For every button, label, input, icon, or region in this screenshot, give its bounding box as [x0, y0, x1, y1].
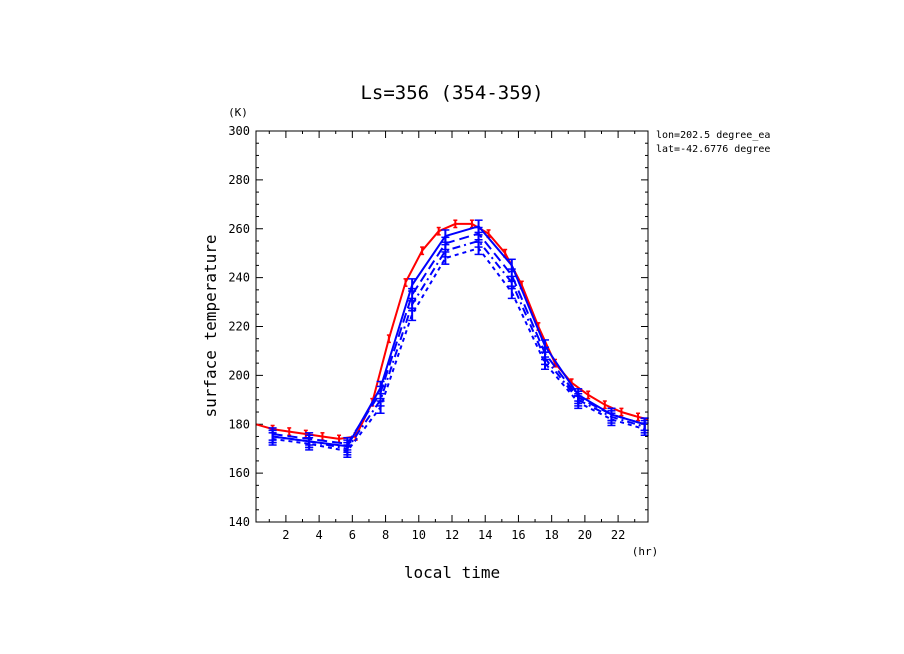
x-tick-label: 12	[445, 528, 459, 542]
series-line-4	[272, 247, 645, 453]
x-tick-label: 10	[412, 528, 426, 542]
y-tick-label: 220	[228, 320, 250, 334]
chart-title: Ls=356 (354-359)	[360, 82, 543, 104]
x-tick-label: 22	[611, 528, 625, 542]
y-tick-label: 200	[228, 368, 250, 382]
series-line-2	[272, 232, 645, 445]
x-tick-label: 8	[382, 528, 389, 542]
y-tick-label: 160	[228, 466, 250, 480]
y-axis-label: surface temperature	[201, 234, 220, 417]
y-tick-label: 240	[228, 271, 250, 285]
annotation-lon: lon=202.5 degree_ea	[656, 130, 770, 141]
series-line-3	[272, 240, 645, 450]
x-tick-label: 18	[544, 528, 558, 542]
y-tick-label: 180	[228, 417, 250, 431]
y-tick-label: 260	[228, 222, 250, 236]
x-tick-label: 6	[349, 528, 356, 542]
x-tick-label: 2	[282, 528, 289, 542]
plot-frame	[255, 130, 649, 523]
x-tick-label: 16	[511, 528, 525, 542]
y-tick-label: 280	[228, 173, 250, 187]
x-axis-label: local time	[404, 563, 500, 582]
y-unit-label: (K)	[228, 106, 248, 119]
series-line-1	[272, 225, 645, 448]
y-tick-label: 300	[228, 124, 250, 138]
x-tick-label: 14	[478, 528, 492, 542]
x-tick-label: 4	[316, 528, 323, 542]
x-unit-label: (hr)	[632, 545, 659, 558]
series-line-0	[255, 222, 649, 440]
y-tick-label: 140	[228, 515, 250, 529]
annotation-lat: lat=-42.6776 degree	[656, 144, 770, 155]
x-tick-label: 20	[578, 528, 592, 542]
